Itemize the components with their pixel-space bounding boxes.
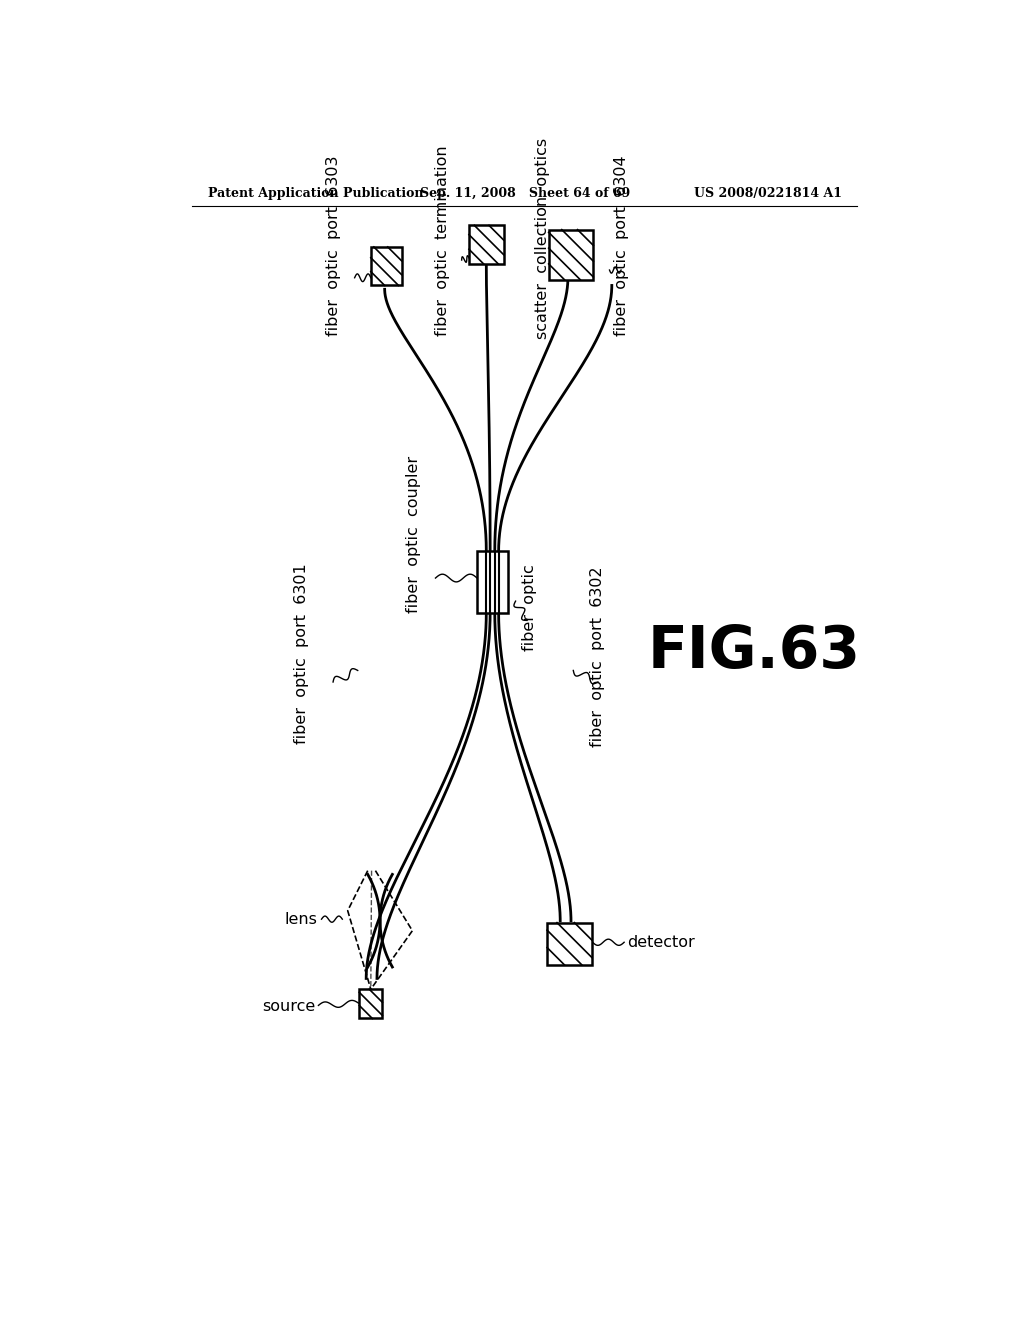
Bar <box>477 552 508 612</box>
Text: fiber  optic  port  6302: fiber optic port 6302 <box>591 566 605 747</box>
Bar <box>549 230 593 280</box>
Text: fiber  optic  port  6303: fiber optic port 6303 <box>326 154 341 335</box>
Text: fiber  optic  termination: fiber optic termination <box>435 145 450 335</box>
Bar <box>359 989 382 1019</box>
Text: Patent Application Publication: Patent Application Publication <box>208 186 423 199</box>
Text: FIG.63: FIG.63 <box>648 623 861 680</box>
Text: fiber  optic  port  6301: fiber optic port 6301 <box>294 562 309 743</box>
Bar <box>469 226 504 264</box>
Text: scatter  collection  optics: scatter collection optics <box>535 139 550 339</box>
Text: US 2008/0221814 A1: US 2008/0221814 A1 <box>694 186 842 199</box>
Text: detector: detector <box>628 935 695 950</box>
Text: fiber  optic: fiber optic <box>522 565 537 651</box>
Bar <box>547 923 592 965</box>
Text: fiber  optic  coupler: fiber optic coupler <box>406 455 421 612</box>
Text: fiber  optic  port  6304: fiber optic port 6304 <box>614 154 630 335</box>
Bar <box>371 247 401 285</box>
Text: Sep. 11, 2008   Sheet 64 of 69: Sep. 11, 2008 Sheet 64 of 69 <box>420 186 630 199</box>
Text: source: source <box>262 999 315 1015</box>
Text: lens: lens <box>285 912 317 927</box>
